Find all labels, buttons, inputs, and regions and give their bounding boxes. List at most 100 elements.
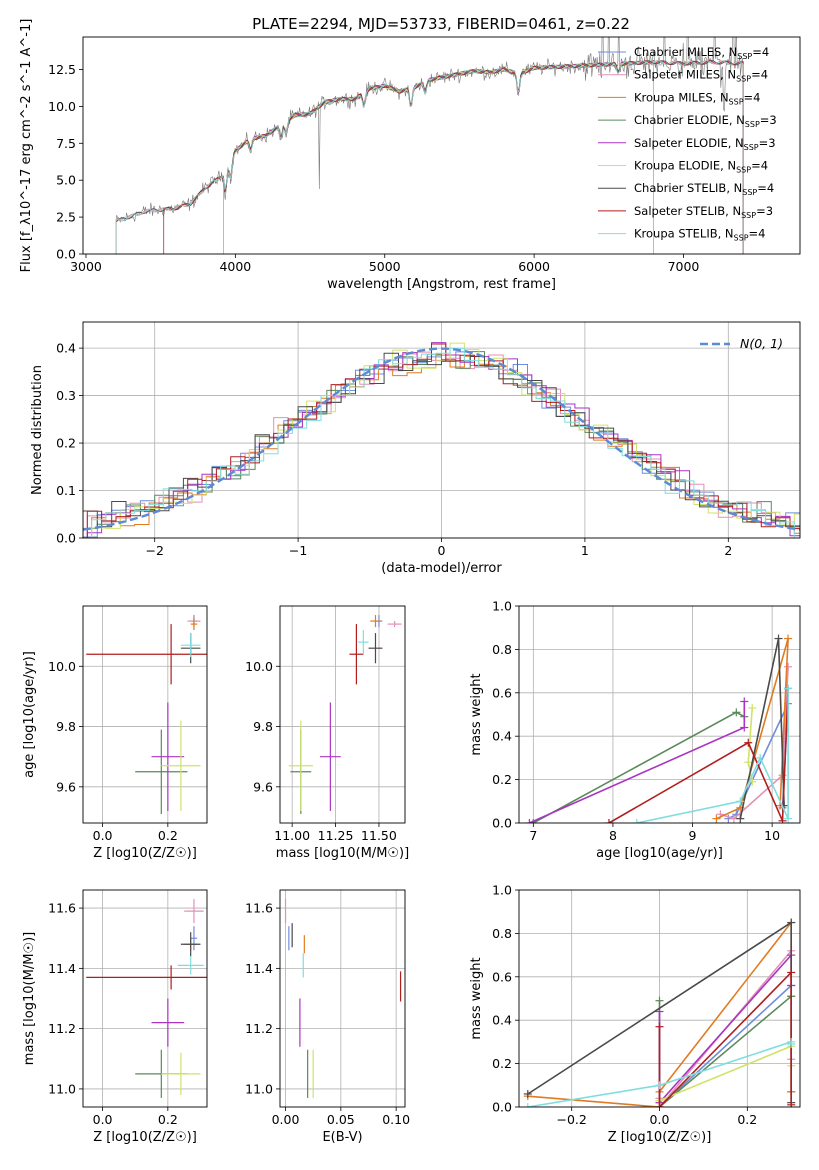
y-axis-label: age [log10(age/yr)] — [22, 651, 37, 778]
y-tick-label: 9.8 — [253, 719, 273, 734]
legend-label-main: Chabrier STELIB, N — [634, 181, 742, 195]
y-tick-label: 11.2 — [245, 1021, 273, 1036]
x-axis-label: Z [log10(Z/Z☉)] — [608, 1130, 712, 1145]
normal-curve — [83, 347, 800, 531]
mass-weight-line — [658, 970, 793, 1107]
mass-weight-line — [636, 688, 789, 823]
y-tick-label: 0.8 — [492, 642, 512, 657]
y-tick-label: 9.6 — [253, 779, 273, 794]
legend-label-tail: =4 — [752, 45, 769, 59]
model-spectrum-line — [222, 59, 654, 254]
model-spectrum-line — [163, 60, 744, 254]
y-tick-label: 11.6 — [245, 901, 273, 916]
y-tick-label: 0.0 — [56, 247, 76, 262]
y-tick-label: 0.2 — [56, 436, 76, 451]
x-tick-label: 0.00 — [272, 1112, 300, 1127]
y-tick-label: 12.5 — [48, 62, 76, 77]
x-tick-label: 9 — [689, 828, 697, 843]
x-tick-label: 3000 — [70, 259, 102, 274]
axes-frame — [82, 321, 801, 539]
legend-label-tail: =4 — [757, 181, 774, 195]
x-tick-label: 11.25 — [318, 828, 354, 843]
x-tick-label: −1 — [289, 543, 307, 558]
legend-label: Salpeter STELIB, NSSP=3 — [634, 204, 773, 220]
legend-label-tail: =4 — [751, 159, 768, 173]
legend-label: Kroupa MILES, NSSP=4 — [634, 90, 760, 106]
legend-label-tail: =4 — [749, 227, 766, 241]
x-tick-label: 0 — [438, 543, 446, 558]
legend-label-sub: SSP — [742, 188, 757, 197]
y-tick-label: 0.0 — [492, 1100, 512, 1115]
legend-label-tail: =4 — [751, 68, 768, 82]
legend-label-main: Kroupa STELIB, N — [634, 227, 734, 241]
y-tick-label: 11.6 — [48, 901, 76, 916]
x-tick-label: 6000 — [518, 259, 550, 274]
x-tick-label: 5000 — [369, 259, 401, 274]
residual-histogram — [86, 343, 800, 538]
mass-weight-line — [608, 688, 789, 823]
y-tick-label: 0.2 — [492, 1056, 512, 1071]
y-tick-label: 1.0 — [492, 599, 512, 614]
y-tick-label: 10.0 — [48, 99, 76, 114]
y-tick-label: 0.1 — [56, 483, 76, 498]
y-axis-label: Normed distribution — [30, 365, 45, 495]
axes-frame — [82, 605, 208, 824]
x-tick-label: −2 — [145, 543, 163, 558]
x-tick-label: 0.0 — [93, 828, 113, 843]
legend-label: N(0, 1) — [740, 336, 783, 351]
figure-title: PLATE=2294, MJD=53733, FIBERID=0461, z=0… — [252, 15, 630, 33]
x-tick-label: 8 — [609, 828, 617, 843]
legend-label-main: Chabrier ELODIE, N — [634, 113, 745, 127]
plot-area — [115, 37, 744, 254]
panel-mass-vs-Z: 0.0 0.2 11.0 11.2 11.4 11.6 Z [log10(Z/Z☉)] mas… — [22, 889, 208, 1145]
legend-label-sub: SSP — [736, 75, 751, 84]
x-tick-label: −0.2 — [557, 1112, 587, 1127]
residual-histogram — [91, 342, 800, 538]
axes-frame — [279, 889, 406, 1108]
model-spectrum-line — [222, 60, 654, 254]
y-tick-label: 0.0 — [56, 531, 76, 546]
y-tick-label: 7.5 — [56, 136, 76, 151]
plot-area — [519, 606, 800, 823]
axes-frame — [82, 889, 208, 1108]
y-tick-label: 11.2 — [48, 1021, 76, 1036]
x-tick-label: 11.50 — [361, 828, 397, 843]
residual-histogram — [83, 351, 800, 538]
mass-weight-line — [658, 953, 793, 1105]
y-tick-label: 0.2 — [492, 772, 512, 787]
legend-label: Kroupa ELODIE, NSSP=4 — [634, 159, 768, 175]
legend-label-main: Chabrier MILES, N — [634, 45, 737, 59]
legend-label-sub: SSP — [741, 211, 756, 220]
x-axis-label: Z [log10(Z/Z☉)] — [93, 846, 197, 861]
panel-age-vs-Z: 0.0 0.2 9.6 9.8 10.0 Z [log10(Z/Z☉)] age [log1… — [22, 605, 208, 861]
panel-age-vs-mass: 11.00 11.25 11.50 9.6 9.8 10.0 mass [log10(M/M… — [245, 605, 409, 861]
legend-label-main: Salpeter MILES, N — [634, 68, 736, 82]
legend-label-main: Salpeter ELODIE, N — [634, 136, 744, 150]
legend-label-sub: SSP — [744, 143, 759, 152]
y-tick-label: 11.4 — [245, 961, 273, 976]
mass-weight-line — [658, 995, 792, 1107]
x-tick-label: 7 — [529, 828, 537, 843]
y-tick-label: 0.4 — [56, 341, 76, 356]
y-tick-label: 11.4 — [48, 961, 76, 976]
panels: 3000 4000 5000 6000 70000.02.55.07.510.012.5… — [19, 19, 801, 1145]
y-tick-label: 11.0 — [245, 1081, 273, 1096]
mass-weight-line — [528, 701, 746, 823]
legend-label-sub: SSP — [745, 120, 760, 129]
legend-label-main: Kroupa ELODIE, N — [634, 159, 736, 173]
legend-label: Kroupa STELIB, NSSP=4 — [634, 227, 765, 243]
x-tick-label: 0.05 — [327, 1112, 355, 1127]
y-tick-label: 0.6 — [492, 685, 512, 700]
x-axis-label: E(B-V) — [322, 1130, 362, 1145]
legend-label-tail: =3 — [760, 113, 777, 127]
y-tick-label: 2.5 — [56, 210, 76, 225]
residual-histogram — [83, 352, 800, 538]
plot-area — [280, 606, 405, 823]
y-tick-label: 11.0 — [48, 1081, 76, 1096]
residual-histogram — [83, 351, 800, 538]
panel-spectrum: 3000 4000 5000 6000 7000 0.0 2.5 5.0 7.5 10.0 12.5… — [19, 19, 801, 292]
residual-histogram — [86, 342, 800, 538]
axes-frame — [82, 36, 801, 255]
y-tick-label: 9.8 — [56, 719, 76, 734]
model-spectrum-line — [222, 59, 654, 254]
